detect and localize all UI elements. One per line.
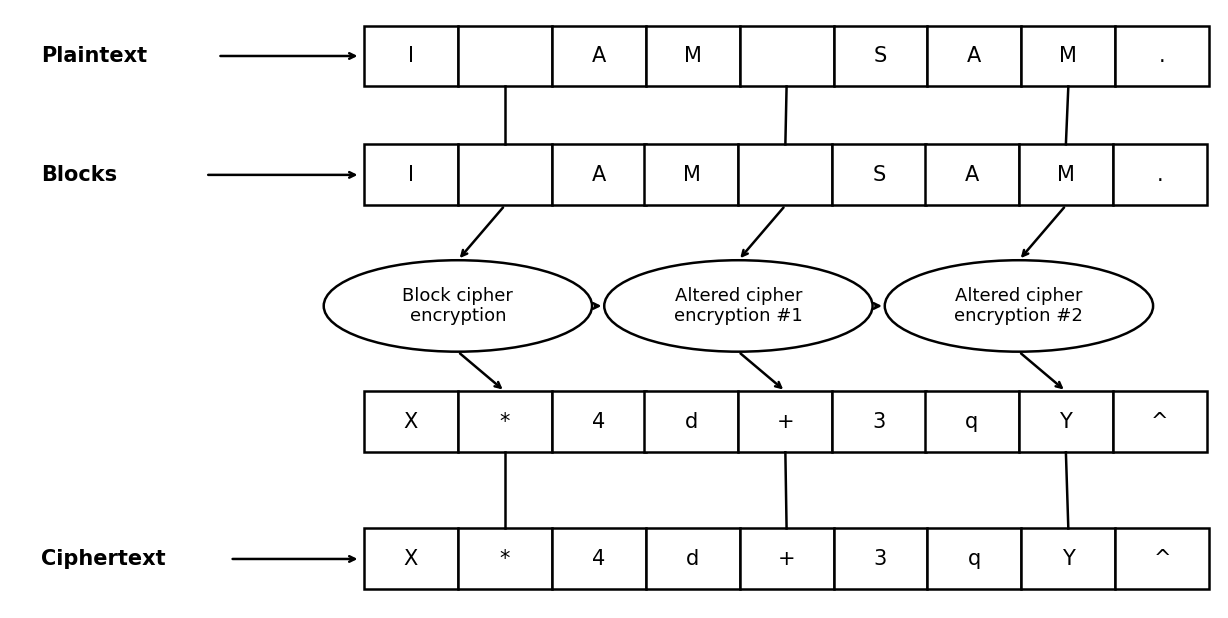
Text: X: X	[404, 412, 418, 432]
Text: d: d	[686, 549, 699, 569]
Bar	[738, 391, 833, 452]
Text: Y: Y	[1062, 549, 1074, 569]
Bar	[739, 528, 834, 590]
Ellipse shape	[884, 260, 1153, 352]
Text: .: .	[1159, 46, 1165, 66]
Bar	[739, 25, 834, 87]
Ellipse shape	[604, 260, 873, 352]
Ellipse shape	[324, 260, 592, 352]
Text: 3: 3	[873, 412, 885, 432]
Bar	[551, 528, 646, 590]
Bar	[363, 145, 458, 205]
Bar	[551, 25, 646, 87]
Text: A: A	[968, 46, 981, 66]
Text: ^: ^	[1153, 549, 1172, 569]
Text: I: I	[408, 46, 414, 66]
Text: *: *	[500, 412, 510, 432]
Text: 4: 4	[592, 412, 605, 432]
Bar	[645, 391, 738, 452]
Bar	[363, 391, 458, 452]
Bar	[458, 145, 551, 205]
Text: ^: ^	[1151, 412, 1169, 432]
Text: M: M	[1057, 165, 1074, 185]
Bar	[646, 528, 739, 590]
Text: 4: 4	[592, 549, 605, 569]
Bar	[458, 25, 551, 87]
Text: X: X	[404, 549, 418, 569]
Bar	[834, 25, 927, 87]
Text: S: S	[874, 46, 887, 66]
Bar	[925, 391, 1019, 452]
Text: +: +	[777, 549, 796, 569]
Text: M: M	[1060, 46, 1077, 66]
Text: S: S	[873, 165, 885, 185]
Text: Altered cipher
encryption #1: Altered cipher encryption #1	[674, 287, 803, 325]
Text: I: I	[408, 165, 414, 185]
Text: d: d	[685, 412, 698, 432]
Bar	[458, 528, 551, 590]
Text: A: A	[965, 165, 979, 185]
Bar	[834, 528, 927, 590]
Bar	[363, 25, 458, 87]
Bar	[1022, 528, 1115, 590]
Text: M: M	[683, 165, 700, 185]
Bar	[645, 145, 738, 205]
Text: *: *	[500, 549, 510, 569]
Text: Block cipher
encryption: Block cipher encryption	[403, 287, 513, 325]
Text: Plaintext: Plaintext	[41, 46, 147, 66]
Text: Altered cipher
encryption #2: Altered cipher encryption #2	[954, 287, 1083, 325]
Bar	[1115, 25, 1210, 87]
Text: A: A	[592, 165, 605, 185]
Text: 3: 3	[874, 549, 887, 569]
Bar	[1019, 391, 1113, 452]
Bar	[927, 528, 1022, 590]
Text: .: .	[1157, 165, 1163, 185]
Text: Blocks: Blocks	[41, 165, 117, 185]
Text: q: q	[965, 412, 979, 432]
Bar	[363, 528, 458, 590]
Bar	[833, 145, 926, 205]
Bar	[1115, 528, 1210, 590]
Bar	[833, 391, 926, 452]
Text: q: q	[968, 549, 981, 569]
Text: A: A	[592, 46, 605, 66]
Bar	[738, 145, 833, 205]
Bar	[925, 145, 1019, 205]
Bar	[927, 25, 1022, 87]
Bar	[646, 25, 739, 87]
Bar	[1113, 145, 1207, 205]
Text: Y: Y	[1060, 412, 1072, 432]
Text: +: +	[776, 412, 795, 432]
Text: Ciphertext: Ciphertext	[41, 549, 166, 569]
Bar	[551, 391, 646, 452]
Bar	[1113, 391, 1207, 452]
Bar	[551, 145, 646, 205]
Text: M: M	[684, 46, 701, 66]
Bar	[1019, 145, 1113, 205]
Bar	[1022, 25, 1115, 87]
Bar	[458, 391, 551, 452]
